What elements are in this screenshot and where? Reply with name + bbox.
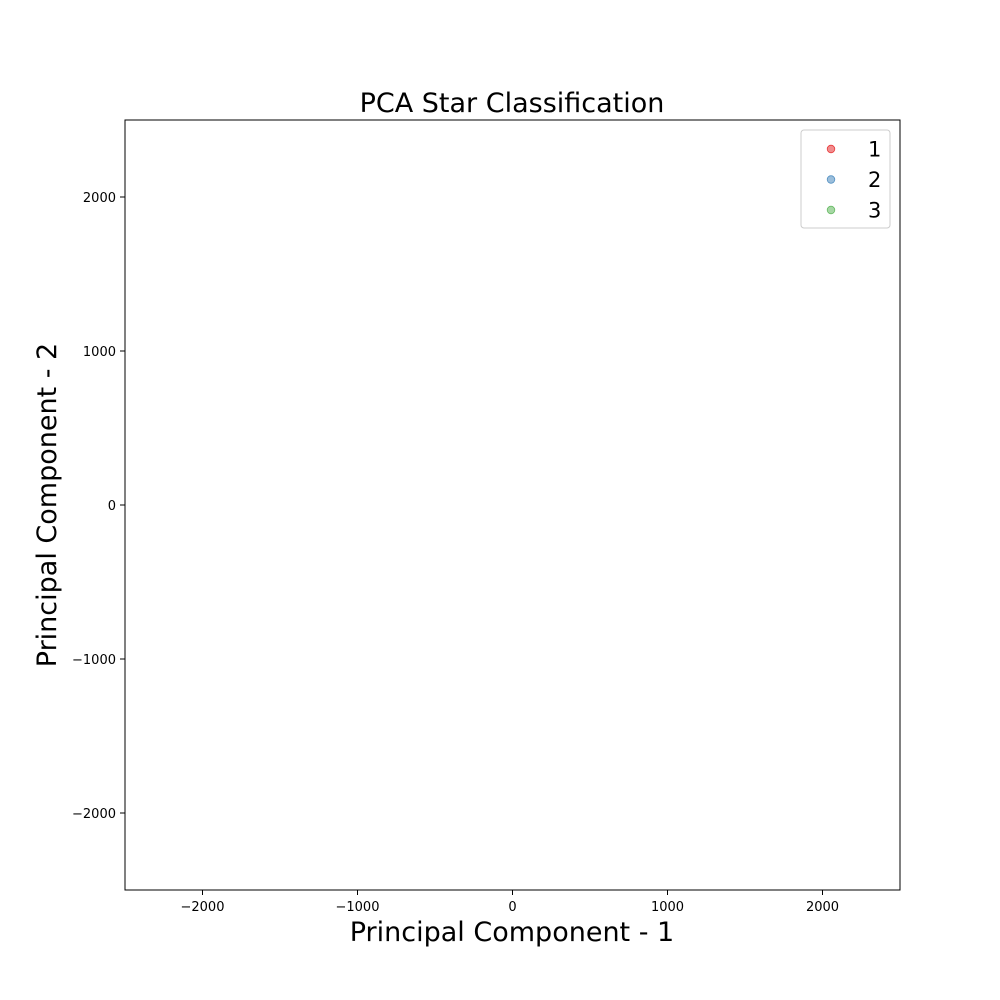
x-tick-label: −1000	[336, 900, 380, 915]
y-axis-title: Principal Component - 2	[32, 343, 63, 667]
plot-area	[124, 119, 901, 891]
y-axis-ticks: −2000 −1000 0 1000 2000	[72, 191, 125, 822]
legend-marker	[826, 205, 836, 215]
x-axis-ticks: −2000 −1000 0 1000 2000	[181, 890, 839, 915]
x-tick-label: 2000	[806, 900, 839, 915]
legend-marker	[826, 175, 836, 184]
x-axis-title: Principal Component - 1	[350, 917, 674, 948]
y-tick-label: 0	[108, 499, 116, 514]
legend-label: 1	[868, 138, 881, 162]
x-tick-label: 0	[508, 900, 516, 915]
x-tick-label: 1000	[651, 900, 684, 915]
y-tick-label: 2000	[83, 191, 116, 206]
legend: 1 2 3	[800, 129, 891, 229]
legend-label: 3	[868, 199, 881, 223]
chart-title: PCA Star Classification	[360, 88, 665, 119]
legend-marker	[826, 144, 836, 154]
legend-label: 2	[868, 168, 881, 192]
legend-box	[800, 129, 891, 229]
y-tick-label: 1000	[83, 345, 116, 360]
y-tick-label: −1000	[72, 653, 116, 668]
x-tick-label: −2000	[181, 900, 225, 915]
y-tick-label: −2000	[72, 807, 116, 822]
